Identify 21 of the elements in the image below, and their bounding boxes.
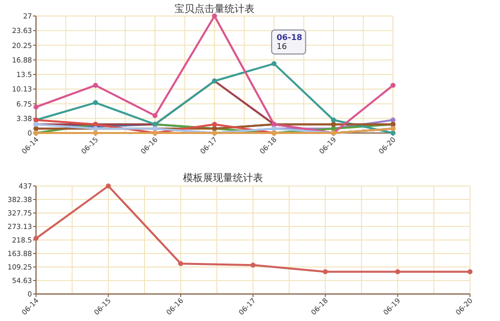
point	[34, 236, 38, 241]
point	[390, 82, 396, 88]
chart-title: 模板展现量统计表	[183, 172, 263, 184]
chart-title: 宝贝点击量统计表	[174, 3, 254, 15]
point	[93, 100, 98, 106]
point	[395, 269, 400, 274]
annotation: 06-18	[276, 33, 303, 42]
point	[331, 118, 336, 122]
point	[272, 61, 276, 66]
point	[93, 82, 98, 88]
point	[152, 113, 158, 118]
point	[250, 262, 256, 268]
point	[322, 269, 328, 274]
annotation: 16	[276, 42, 287, 51]
point	[212, 122, 217, 127]
point	[178, 261, 184, 266]
point	[106, 184, 111, 188]
point	[34, 104, 38, 110]
point	[212, 14, 217, 18]
point	[468, 269, 472, 274]
point	[390, 118, 396, 122]
